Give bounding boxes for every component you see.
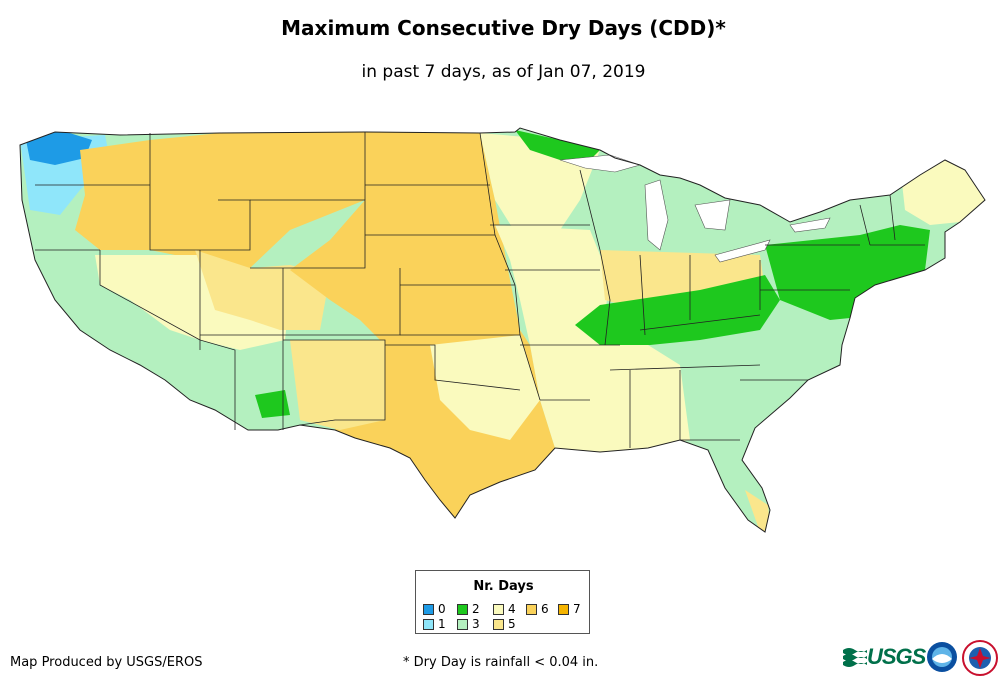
lake-michigan xyxy=(644,179,669,251)
legend-label-5: 5 xyxy=(508,617,516,631)
region-2-days-arizona xyxy=(255,390,290,418)
usgs-logo-text: USGS xyxy=(867,644,926,669)
region-5-days-newmexico xyxy=(290,340,385,430)
legend-label-7: 7 xyxy=(573,602,581,616)
border-nh-vt xyxy=(889,194,896,241)
legend-swatch-4 xyxy=(493,603,504,615)
us-outline xyxy=(19,127,986,533)
map-subtitle: in past 7 days, as of Jan 07, 2019 xyxy=(361,62,646,82)
dry-day-footnote: * Dry Day is rainfall < 0.04 in. xyxy=(403,655,599,670)
legend-item-2: 2 xyxy=(457,602,480,616)
legend-label-0: 0 xyxy=(438,602,446,616)
legend-swatch-3 xyxy=(457,618,468,630)
lake-erie xyxy=(714,239,771,263)
legend-swatch-7 xyxy=(558,603,569,615)
legend-item-7: 7 xyxy=(558,602,581,616)
legend-item-1: 1 xyxy=(423,617,446,631)
legend-label-1: 1 xyxy=(438,617,446,631)
region-4-days-midwest xyxy=(495,225,610,345)
map-credit: Map Produced by USGS/EROS xyxy=(10,655,203,670)
border-idaho xyxy=(149,133,251,251)
region-4-days-maine xyxy=(900,160,985,225)
border-il-in xyxy=(639,254,646,336)
legend-item-3: 3 xyxy=(457,617,480,631)
border-utah-az xyxy=(200,334,284,430)
usgs-wave-icon xyxy=(843,648,867,667)
region-5-days-florida xyxy=(745,490,770,532)
border-nv-az xyxy=(199,250,236,430)
border-ky-tn xyxy=(639,314,761,331)
legend-swatch-5 xyxy=(493,618,504,630)
region-4-days-oklahoma xyxy=(430,335,540,440)
border-wyoming xyxy=(250,199,366,269)
legend-item-5: 5 xyxy=(493,617,516,631)
legend-swatch-2 xyxy=(457,603,468,615)
nws-logo-icon xyxy=(962,640,998,676)
legend-swatch-0 xyxy=(423,603,434,615)
legend-label-4: 4 xyxy=(508,602,516,616)
border-newmexico xyxy=(283,339,386,426)
legend-title: Nr. Days xyxy=(473,579,534,594)
border-plains-east xyxy=(479,132,541,401)
border-wi-il xyxy=(579,169,611,346)
lake-ontario xyxy=(789,217,831,233)
map-title: Maximum Consecutive Dry Days (CDD)* xyxy=(281,16,726,40)
noaa-logo-icon xyxy=(927,642,957,672)
legend-swatch-6 xyxy=(526,603,537,615)
legend-label-3: 3 xyxy=(472,617,480,631)
lake-huron xyxy=(694,199,731,231)
region-0-days-nw xyxy=(25,130,92,165)
legend-label-2: 2 xyxy=(472,602,480,616)
legend-item-6: 6 xyxy=(526,602,549,616)
border-colorado xyxy=(282,268,401,336)
region-2-days-minnesota xyxy=(515,130,600,160)
region-2-days-northeast xyxy=(765,225,930,320)
us-dry-days-map xyxy=(19,127,986,533)
usgs-logo-icon: USGS xyxy=(843,644,926,670)
legend-item-0: 0 xyxy=(423,602,446,616)
state-borders xyxy=(19,127,986,533)
border-ca-nv xyxy=(99,250,201,350)
legend-item-4: 4 xyxy=(493,602,516,616)
map-fill-layer xyxy=(20,128,985,532)
border-tn-south xyxy=(609,364,761,371)
border-ok-tx xyxy=(385,344,521,391)
legend-label-6: 6 xyxy=(541,602,549,616)
region-2-days-ohio-valley xyxy=(575,275,780,345)
legend-swatch-1 xyxy=(423,618,434,630)
map-legend: Nr. Days 0 1 2 3 4 5 6 xyxy=(415,570,590,634)
great-lakes xyxy=(559,154,831,263)
border-vt-ny xyxy=(859,204,871,246)
region-4-days-south xyxy=(530,340,690,452)
